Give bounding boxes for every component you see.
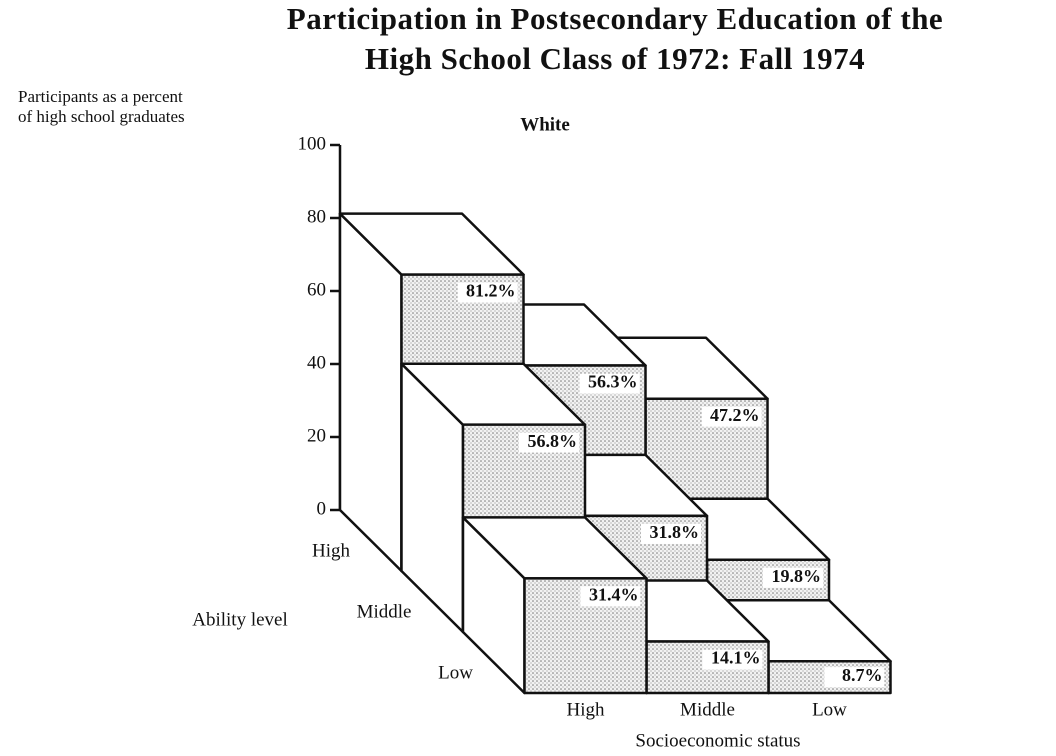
label-bg: [457, 282, 518, 303]
value-label: 81.2%: [466, 281, 516, 301]
chart-title: High School Class of 1972: Fall 1974: [365, 41, 865, 76]
subtitle: White: [520, 114, 570, 135]
value-label: 14.1%: [711, 648, 761, 668]
y-tick-label: 40: [307, 352, 326, 373]
y-tick-label: 100: [298, 133, 327, 154]
x-tick-label: Middle: [680, 699, 735, 720]
value-label: 31.4%: [589, 585, 639, 605]
y-tick-label: 20: [307, 425, 326, 446]
value-label: 8.7%: [842, 665, 883, 685]
y-axis-label: Participants as a percent: [18, 87, 183, 106]
label-bg: [579, 373, 640, 394]
value-label: 56.8%: [528, 431, 578, 451]
label-bg: [763, 567, 823, 588]
label-bg: [641, 523, 701, 544]
value-label: 19.8%: [772, 566, 822, 586]
label-bg: [702, 649, 763, 670]
label-bg: [580, 586, 641, 607]
x-tick-label: High: [567, 699, 606, 720]
depth-axis-label: Ability level: [192, 609, 288, 630]
value-label: 31.8%: [650, 522, 700, 542]
x-tick-label: Low: [812, 699, 847, 720]
label-bg: [824, 667, 885, 688]
label-bg: [701, 406, 762, 427]
depth-tick-label: Middle: [357, 601, 412, 622]
y-axis-label: of high school graduates: [18, 107, 185, 126]
value-label: 56.3%: [588, 372, 638, 392]
depth-tick-label: High: [312, 540, 351, 561]
depth-tick-label: Low: [438, 662, 473, 683]
y-tick-label: 0: [317, 498, 327, 519]
label-bg: [519, 432, 579, 453]
x-axis-label: Socioeconomic status: [635, 730, 800, 751]
y-tick-label: 60: [307, 279, 326, 300]
y-tick-label: 80: [307, 206, 326, 227]
value-label: 47.2%: [710, 405, 760, 425]
chart-title: Participation in Postsecondary Education…: [287, 1, 943, 36]
